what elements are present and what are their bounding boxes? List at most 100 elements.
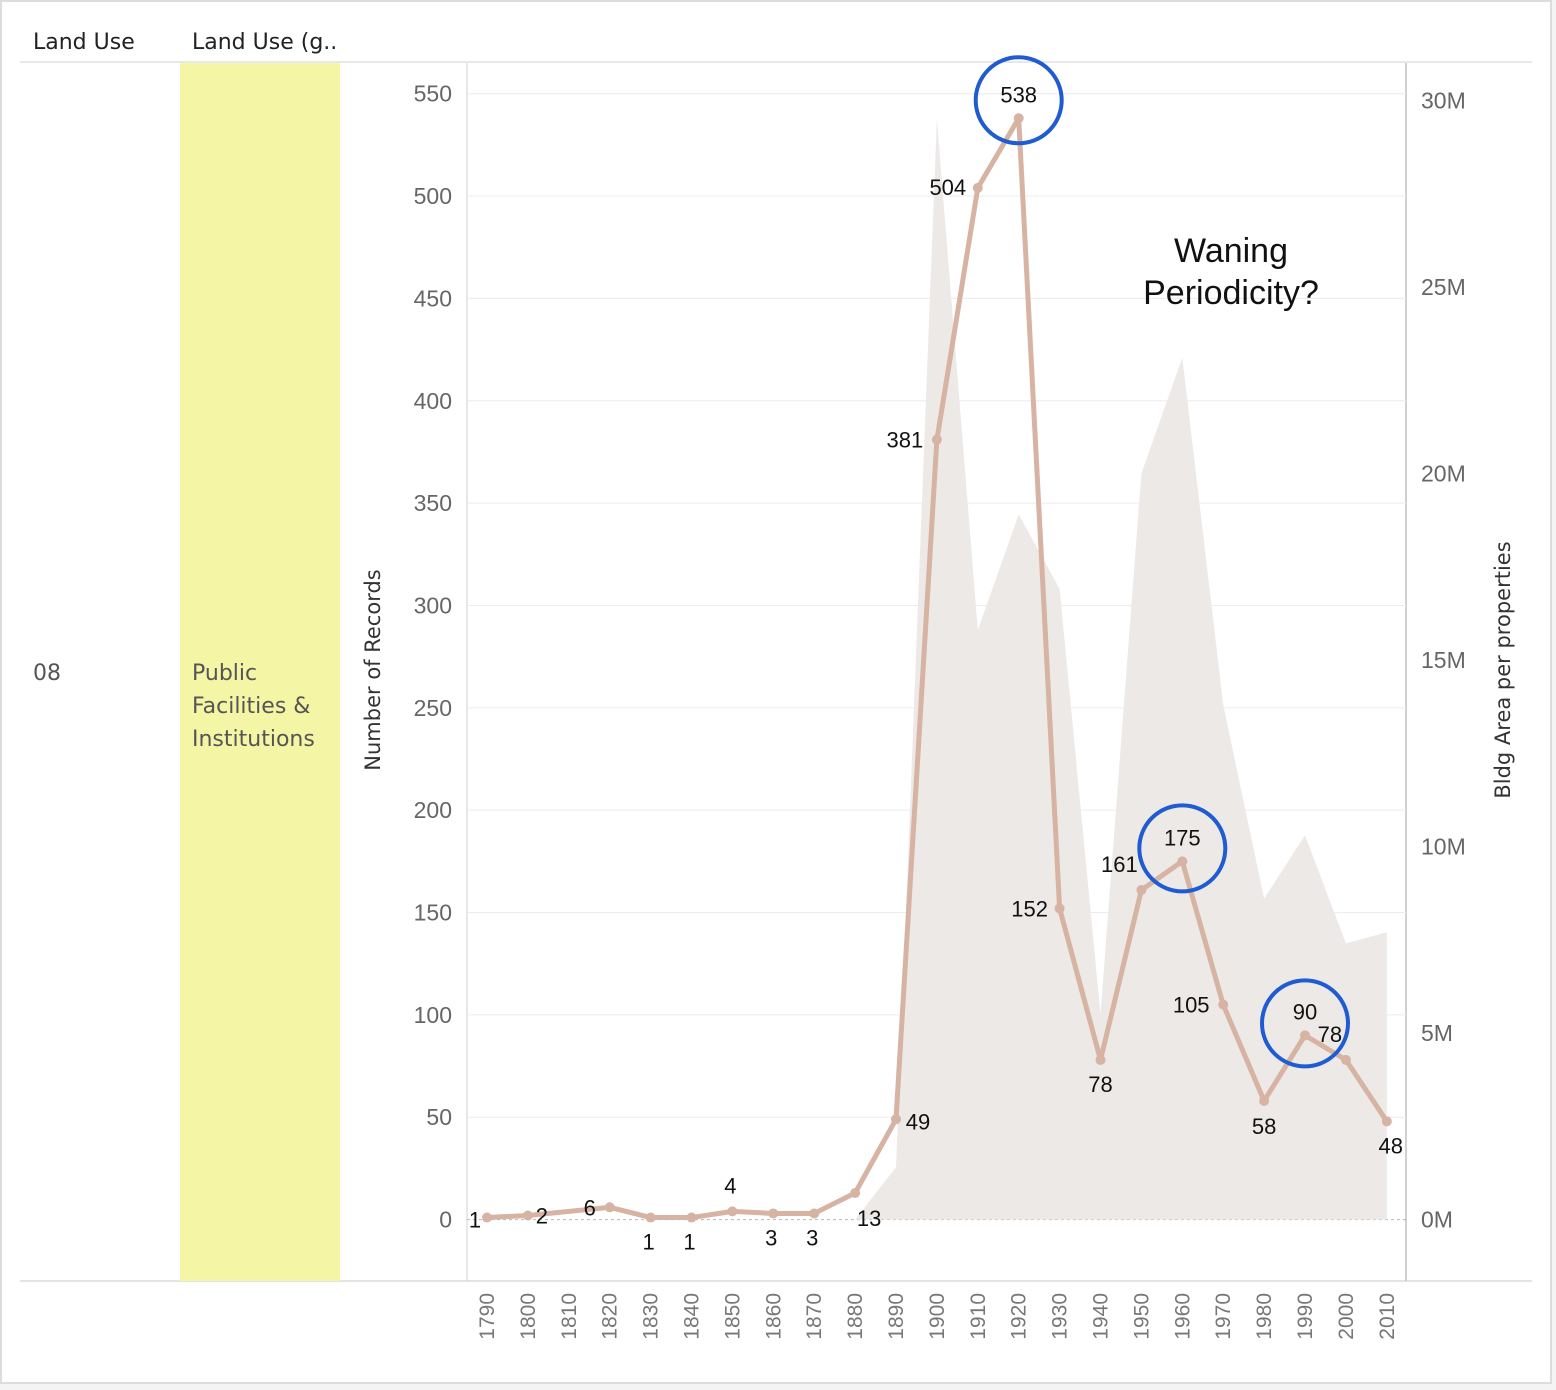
records-line [484,115,1390,1221]
data-label: 2 [536,1203,548,1228]
data-label: 90 [1293,999,1317,1024]
records-point [850,1187,861,1198]
records-point [1381,1116,1392,1127]
data-label: 538 [1000,82,1037,107]
x-tick-label: 1850 [721,1293,744,1340]
bldg-area-series [487,118,1387,1220]
y2-tick-label: 30M [1421,87,1466,113]
records-point [727,1206,738,1217]
y2-tick-label: 5M [1421,1020,1453,1046]
records-point [1095,1054,1106,1065]
x-tick-label: 1990 [1294,1293,1317,1340]
data-label: 6 [584,1195,596,1220]
annotation-text: Periodicity? [1143,274,1319,312]
records-point [972,182,983,193]
y-tick-label: 300 [414,592,452,618]
x-tick-label: 1820 [599,1293,622,1340]
x-tick-label: 1790 [476,1293,499,1340]
header-land-use-group[interactable]: Land Use (g.. [192,30,338,55]
data-label: 49 [906,1109,930,1134]
data-label: 48 [1379,1133,1403,1158]
records-point [686,1212,697,1223]
data-label: 152 [1011,896,1048,921]
records-point [931,434,942,445]
y-tick-label: 200 [414,797,452,823]
row-name-line: Facilities & [192,694,310,719]
y-tick-label: 500 [414,183,452,209]
y-tick-label: 0 [439,1207,452,1233]
records-point [482,1212,492,1223]
x-tick-label: 1960 [1171,1293,1194,1340]
x-tick-label: 2000 [1335,1293,1358,1340]
row-highlight-cell [180,63,340,1281]
data-label: 1 [469,1208,481,1233]
highlight-circle [973,55,1064,146]
x-tick-label: 1890 [885,1293,908,1340]
records-point [1177,856,1188,867]
data-label: 161 [1101,852,1138,877]
x-tick-label: 1970 [1212,1293,1235,1340]
x-tick-label: 2010 [1376,1293,1399,1340]
records-point [1054,903,1065,914]
records-point [1300,1030,1310,1041]
data-label: 3 [806,1225,818,1250]
x-tick-label: 1980 [1253,1293,1276,1340]
y-tick-label: 550 [414,81,452,107]
records-point [522,1210,533,1221]
data-label: 78 [1088,1072,1112,1097]
data-label: 3 [765,1225,777,1250]
x-tick-label: 1810 [558,1293,581,1340]
records-point [891,1114,901,1125]
x-tick-label: 1880 [844,1293,867,1340]
y-tick-label: 350 [414,490,452,516]
highlight-circle [1260,978,1350,1069]
records-point [768,1208,779,1219]
annotation-text: Waning [1174,232,1288,270]
x-tick-label: 1860 [762,1293,785,1340]
y-tick-label: 50 [426,1104,452,1130]
x-tick-label: 1950 [1130,1293,1153,1340]
y2-tick-label: 10M [1421,833,1466,859]
data-label: 78 [1318,1022,1342,1047]
highlight-circle [1137,803,1228,894]
x-tick-label: 1920 [1008,1293,1031,1340]
data-label: 1 [642,1230,654,1255]
data-label: 1 [683,1230,695,1255]
data-label: 58 [1252,1114,1276,1139]
y-axis-title: Number of Records [361,569,385,770]
x-tick-label: 1910 [967,1293,990,1340]
x-tick-label: 1830 [640,1293,663,1340]
y-tick-label: 250 [414,695,452,721]
data-label: 13 [857,1206,881,1231]
records-point [809,1208,820,1219]
records-point [604,1202,615,1213]
row-code: 08 [33,661,61,686]
y-tick-label: 450 [414,285,452,311]
data-label: 175 [1164,825,1201,850]
y-tick-label: 400 [414,388,452,414]
header-land-use[interactable]: Land Use [33,30,135,55]
y2-tick-label: 15M [1421,647,1466,673]
data-label: 4 [724,1173,736,1198]
records-point [1218,999,1229,1010]
x-tick-label: 1930 [1049,1293,1072,1340]
records-point [1013,113,1024,124]
data-label: 381 [887,428,924,453]
y-tick-label: 100 [414,1002,452,1028]
records-point [1340,1054,1351,1065]
y2-tick-label: 25M [1421,274,1466,300]
x-tick-label: 1940 [1090,1293,1113,1340]
x-tick-label: 1900 [926,1293,949,1340]
y2-tick-label: 0M [1421,1206,1453,1232]
data-label: 504 [929,175,966,200]
y2-axis-title: Bldg Area per properties [1491,541,1515,798]
x-tick-label: 1870 [803,1293,826,1340]
x-tick-label: 1840 [681,1293,704,1340]
records-point [1259,1095,1270,1106]
data-label: 105 [1173,993,1210,1018]
y-tick-label: 150 [414,900,452,926]
x-tick-label: 1800 [517,1293,540,1340]
records-point [1136,885,1147,896]
y2-tick-label: 20M [1421,460,1466,486]
